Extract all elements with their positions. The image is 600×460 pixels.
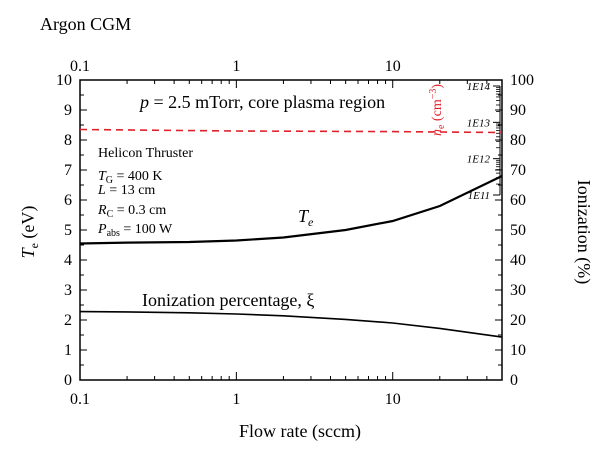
y-axis-left: 0 1 2 3 4 5 6 7 8 9 10 [56,72,87,389]
annotation-param-pabs: Pabs = 100 W [97,222,173,239]
y-left-label-main: T [18,246,38,258]
x-top-tick-label: 1 [232,58,240,75]
y-right-tick-label: 90 [510,102,526,119]
x-tick-label: 0.1 [70,391,90,408]
param-pabs-rest: = 100 W [120,222,173,237]
ne-tick-label: 1E12 [467,154,491,166]
x-top-tick-label: 0.1 [70,58,90,75]
ne-tick-label: 1E14 [467,81,491,93]
x-axis-label: Flow rate (sccm) [239,421,361,442]
annotation-condition-rest: = 2.5 mTorr, core plasma region [149,92,385,112]
annotation-param-rc: RC = 0.3 cm [97,203,166,220]
x-tick-label: 1 [232,391,240,408]
param-pabs-sub: abs [107,228,120,239]
y-right-tick-label: 30 [510,282,526,299]
y-right-tick-label: 100 [510,72,534,89]
x-axis-top: 0.1 1 10 [70,58,503,88]
y-left-label-rest: (eV) [18,206,39,243]
x-axis-bottom: 0.1 1 10 [70,372,503,408]
y-right-tick-label: 70 [510,162,526,179]
y-left-label-sub: e [27,243,41,248]
y-right-tick-label: 80 [510,132,526,149]
y-left-tick-label: 3 [64,282,72,299]
ne-axis-label: ne (cm−3) [428,84,447,136]
te-label-sub: e [308,215,314,229]
series-line-2 [79,128,503,134]
series-line-1 [79,310,503,338]
annotation-condition: p = 2.5 mTorr, core plasma region [138,92,385,112]
x-tick-label: 10 [385,391,401,408]
param-tg-rest: = 400 K [113,169,163,184]
y-right-tick-label: 40 [510,252,526,269]
ne-label-main: n [430,129,445,136]
series-layer [79,128,503,338]
param-tg-sub: G [106,175,113,186]
te-label-main: T [298,206,310,226]
te-series-label: Te [298,206,314,229]
ne-label-rest: (cm [430,99,445,124]
y-right-tick-label: 50 [510,222,526,239]
y-left-tick-label: 7 [64,162,72,179]
top-axis-label: Argon CGM [40,14,131,34]
param-rc-rest: = 0.3 cm [113,203,166,218]
y-right-tick-label: 10 [510,342,526,359]
param-tg-main: T [98,169,107,184]
y-right-tick-label: 0 [510,372,518,389]
y-axis-right: 0 10 20 30 40 50 60 70 80 90 100 [495,72,534,389]
y-left-axis-label: Te (eV) [18,206,41,259]
ne-label-close: ) [430,84,445,89]
param-l-main: L [97,183,106,198]
ionization-series-label: Ionization percentage, ξ [142,290,314,310]
annotation-p: p [138,92,149,112]
annotation-device: Helicon Thruster [98,146,193,161]
ne-tick-label: 1E11 [468,190,490,202]
y-left-tick-label: 6 [64,192,72,209]
ne-label-sub: e [436,124,447,129]
series-line-0 [79,175,503,245]
ne-axis: 1E11 1E12 1E13 1E14 [467,81,501,202]
param-l-rest: = 13 cm [106,183,156,198]
y-right-tick-label: 20 [510,312,526,329]
y-right-tick-label: 60 [510,192,526,209]
x-top-tick-label: 10 [385,58,401,75]
param-pabs-main: P [97,222,107,237]
annotation-param-l: L = 13 cm [97,183,155,198]
y-left-tick-label: 1 [64,342,72,359]
ne-label-sup: −3 [428,89,439,100]
y-left-tick-label: 8 [64,132,72,149]
y-left-tick-label: 9 [64,102,72,119]
y-left-tick-label: 0 [64,372,72,389]
param-rc-main: R [97,203,107,218]
annotation-param-tg: TG = 400 K [98,169,163,186]
y-left-tick-label: 2 [64,312,72,329]
y-right-axis-label: Ionization (%) [573,180,594,284]
y-left-tick-label: 5 [64,222,72,239]
param-rc-sub: C [107,209,114,220]
y-left-tick-label: 4 [64,252,72,269]
ne-tick-label: 1E13 [467,117,491,129]
y-left-tick-label: 10 [56,72,72,89]
